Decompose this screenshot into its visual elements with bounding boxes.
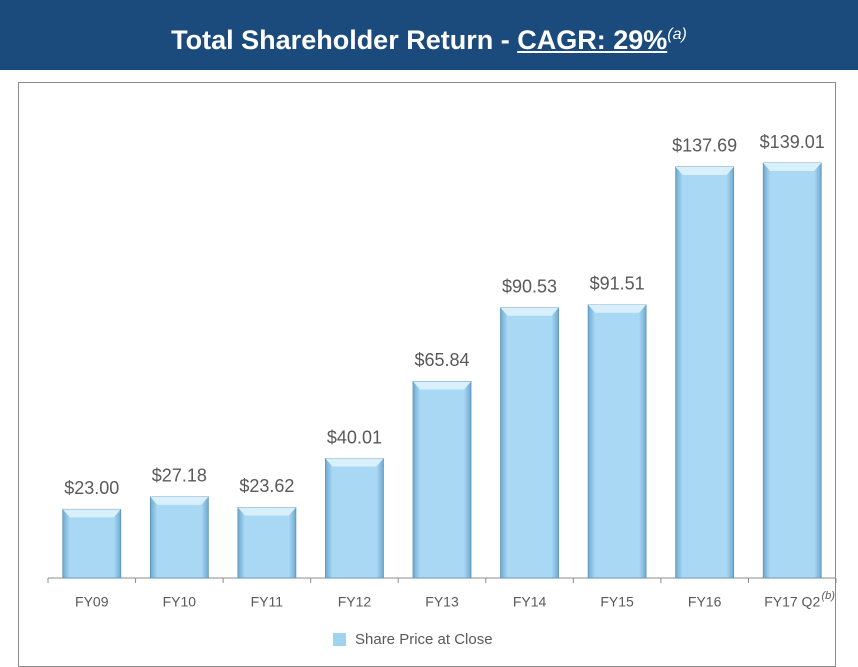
bar bbox=[587, 304, 647, 579]
category-note: (b) bbox=[821, 590, 835, 602]
bar bbox=[500, 307, 559, 579]
bar bbox=[412, 381, 472, 579]
chart-title: Total Shareholder Return - bbox=[171, 25, 510, 55]
x-tick-label: FY11 bbox=[251, 594, 284, 610]
x-tick-label: FY15 bbox=[600, 594, 634, 610]
x-tick-label: FY12 bbox=[338, 594, 372, 610]
bar bbox=[237, 507, 297, 579]
x-tick-label: FY17 Q2 bbox=[764, 594, 820, 610]
data-label: $40.01 bbox=[327, 427, 382, 447]
title-bar: Total Shareholder Return - CAGR: 29%(a) bbox=[0, 0, 858, 70]
data-label: $23.00 bbox=[64, 478, 119, 498]
bar bbox=[675, 166, 735, 579]
bar bbox=[762, 162, 822, 579]
legend-label: Share Price at Close bbox=[355, 631, 493, 648]
bar-bevel bbox=[675, 166, 734, 175]
bar-bevel bbox=[237, 507, 296, 516]
data-label: $139.01 bbox=[760, 132, 825, 152]
legend-swatch bbox=[333, 633, 346, 646]
bar-bevel bbox=[150, 496, 209, 505]
bar-bevel bbox=[325, 458, 384, 467]
bar-bevel bbox=[500, 307, 559, 316]
x-tick-label: FY10 bbox=[163, 594, 197, 610]
bar bbox=[62, 508, 122, 579]
data-label: $90.53 bbox=[502, 276, 557, 296]
bar-bevel bbox=[763, 163, 822, 171]
bar-bevel bbox=[588, 304, 647, 313]
bar-bevel bbox=[62, 509, 121, 518]
title-note: (a) bbox=[667, 26, 687, 43]
x-tick-label: FY09 bbox=[75, 594, 109, 610]
data-label: $65.84 bbox=[414, 350, 469, 370]
data-label: $27.18 bbox=[152, 466, 207, 486]
data-label: $23.62 bbox=[239, 476, 294, 496]
bar bbox=[149, 496, 209, 579]
x-tick-label: FY16 bbox=[688, 594, 722, 610]
x-tick-label: FY14 bbox=[513, 594, 547, 610]
data-label: $91.51 bbox=[590, 274, 645, 294]
data-label: $137.69 bbox=[672, 136, 737, 156]
x-tick-label: FY13 bbox=[425, 594, 459, 610]
bar bbox=[325, 458, 384, 579]
title-highlight: CAGR: 29% bbox=[517, 25, 668, 55]
bar-bevel bbox=[413, 381, 471, 390]
